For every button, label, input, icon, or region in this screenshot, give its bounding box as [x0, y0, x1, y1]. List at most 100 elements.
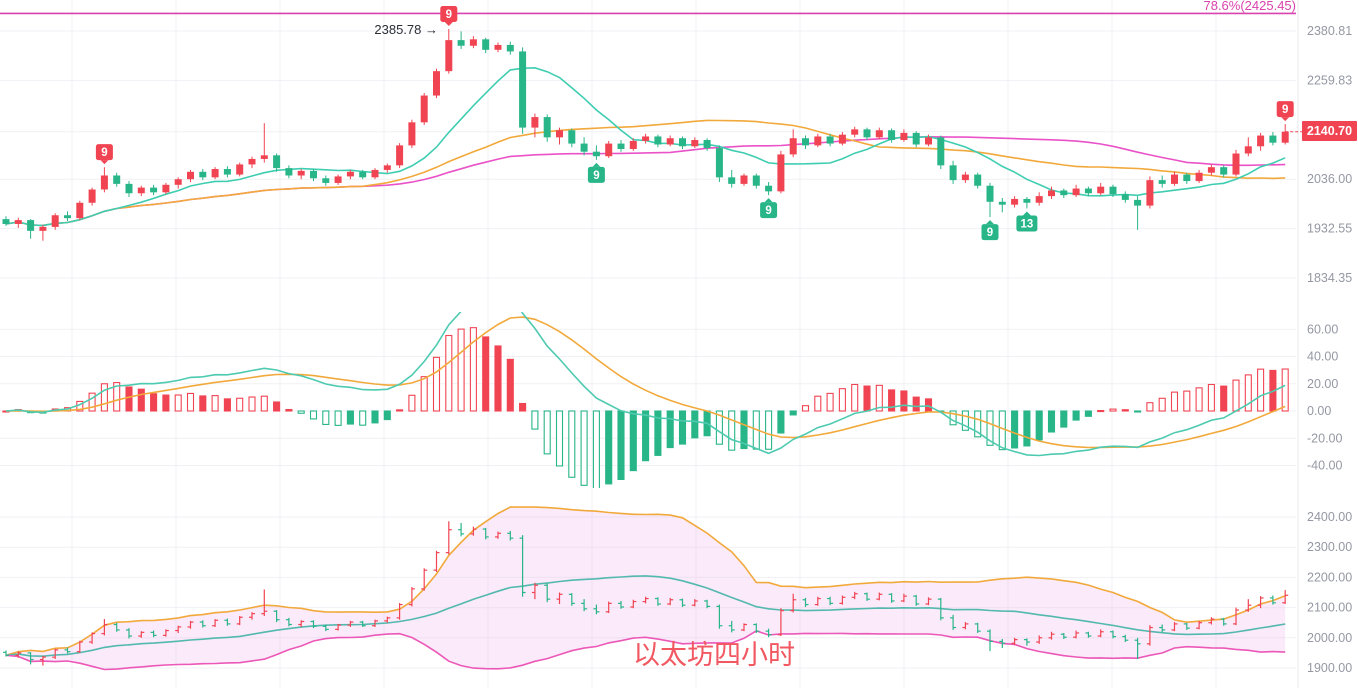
candle-body: [1011, 198, 1019, 205]
candle-body: [2, 219, 10, 224]
gridlines: [0, 0, 1299, 688]
macd-histogram-bar: [125, 386, 133, 412]
candle-body: [113, 175, 121, 184]
candle-body: [248, 158, 256, 165]
macd-histogram-bar: [137, 388, 145, 412]
macd-histogram-bar: [691, 410, 699, 439]
macd-histogram-bar: [1195, 387, 1203, 412]
candle-body: [211, 169, 219, 178]
candle-body: [322, 178, 330, 183]
axis-labels: 2380.81 2259.83 2036.00 1932.55 1834.35 60.00…: [1307, 24, 1352, 675]
macd-histogram-bar: [605, 410, 613, 485]
candle-body: [740, 175, 748, 184]
price-axis-label: 1834.35: [1307, 271, 1352, 285]
candle-body: [187, 171, 194, 180]
price-panel: [0, 12, 1296, 241]
candle-body: [469, 39, 477, 46]
candles: [2, 29, 1289, 241]
price-axis-label: 1932.55: [1307, 222, 1352, 236]
macd-histogram-bar: [1060, 410, 1068, 428]
candle-body: [531, 117, 539, 128]
boll-axis-label: 1900.00: [1307, 661, 1352, 675]
macd-histogram-bar: [1183, 390, 1191, 412]
macd-histogram-bar: [506, 358, 514, 412]
candle-body: [236, 164, 244, 175]
candle-body: [1207, 167, 1215, 173]
ma30-line: [5, 119, 1286, 227]
candle-body: [1220, 167, 1228, 175]
macd-axis-label: 0.00: [1307, 404, 1331, 418]
candle-body: [728, 177, 736, 184]
macd-histogram-bar: [592, 410, 600, 488]
macd-histogram-bar: [469, 327, 477, 412]
candle-body: [937, 137, 945, 166]
candle-body: [383, 165, 391, 170]
buy-setup-badge: [760, 202, 778, 219]
macd-histogram-bar: [346, 410, 354, 425]
buy-setup-badge: [981, 224, 999, 241]
macd-histogram-bar: [482, 336, 490, 412]
macd-histogram-bar: [494, 345, 502, 412]
boll-axis-label: 2400.00: [1307, 510, 1352, 524]
macd-histogram-bar: [789, 410, 797, 416]
macd-histogram-bar: [678, 410, 687, 445]
macd-histogram-bar: [580, 410, 588, 486]
sell-setup-badge: [1276, 101, 1294, 118]
candle-body: [617, 143, 625, 149]
macd-histogram-bar: [113, 382, 121, 412]
candle-body: [1048, 190, 1055, 197]
macd-histogram-bar: [740, 410, 748, 450]
candle-body: [851, 129, 859, 135]
macd-histogram-bar: [654, 410, 662, 456]
candle-body: [875, 130, 883, 138]
boll-axis-label: 2200.00: [1307, 570, 1352, 584]
candle-body: [666, 138, 674, 145]
macd-axis-label: -20.00: [1307, 431, 1342, 445]
candle-body: [359, 171, 367, 178]
candle-body: [174, 179, 182, 185]
candle-body: [592, 151, 600, 157]
macd-histogram-bar: [1011, 410, 1019, 449]
ma55-line: [5, 135, 1286, 227]
svg-text:13: 13: [1021, 218, 1034, 230]
macd-histogram-bar: [1134, 410, 1142, 413]
candle-body: [297, 170, 305, 176]
macd-histogram-bar: [1023, 410, 1031, 447]
macd-histogram-bar: [396, 409, 404, 412]
macd-histogram-bar: [100, 383, 108, 412]
sell-setup-badge: [440, 6, 458, 23]
candle-body: [556, 130, 563, 138]
candle-body: [506, 44, 514, 52]
macd-histogram-bar: [974, 410, 982, 438]
candle-body: [715, 148, 723, 178]
macd-histogram-bar: [888, 389, 896, 412]
macd-dea-line: [5, 316, 1286, 449]
candle-body: [900, 132, 908, 141]
macd-histogram-bar: [371, 410, 379, 424]
candle-body: [371, 169, 379, 178]
macd-histogram-bar: [1158, 397, 1166, 412]
candle-body: [986, 185, 994, 202]
boll-lower-line: [5, 630, 1286, 671]
candle-body: [1121, 194, 1129, 200]
macd-histogram-bar: [617, 410, 625, 481]
macd-histogram-bar: [260, 395, 268, 412]
macd-histogram-bar: [555, 410, 564, 467]
macd-histogram-bar: [297, 410, 305, 414]
candle-body: [420, 95, 428, 123]
macd-histogram-bar: [174, 394, 182, 412]
candle-body: [14, 220, 22, 224]
candle-body: [974, 174, 982, 186]
boll-axis-label: 2100.00: [1307, 601, 1352, 615]
price-axis-label: 2036.00: [1307, 172, 1352, 186]
macd-histogram-bar: [863, 385, 871, 412]
candle-body: [1158, 180, 1166, 184]
macd-histogram-bar: [912, 396, 920, 412]
macd-histogram-bar: [642, 410, 650, 462]
candle-body: [199, 171, 207, 178]
macd-panel: [2, 312, 1289, 488]
macd-histogram-bar: [1170, 391, 1179, 412]
macd-histogram-bar: [1146, 402, 1154, 412]
candle-body: [482, 39, 490, 50]
